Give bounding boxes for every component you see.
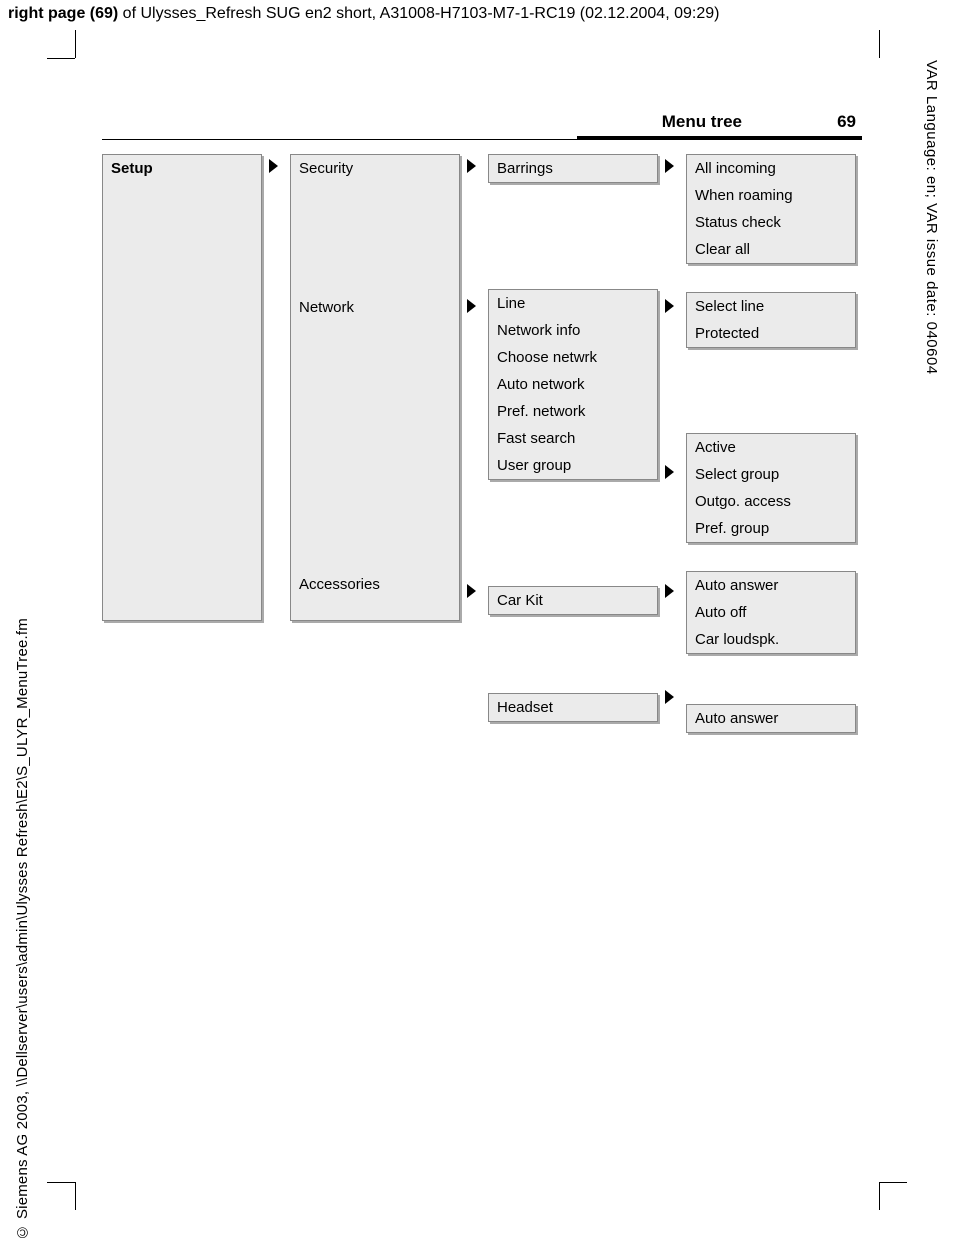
menu-item: Clear all [687,236,855,263]
menu-item: Pref. group [687,515,855,542]
menu-item: Choose netwrk [489,344,657,371]
tree-col-3: Barrings Line Network info Choose netwrk… [488,154,658,722]
page-content: Menu tree 69 Setup Security Network Acce… [102,100,862,154]
doc-header-rest: of Ulysses_Refresh SUG en2 short, A31008… [118,5,719,22]
box-level2: Security Network Accessories [290,154,460,621]
box-setup: Setup [102,154,262,621]
tree-col-4: All incoming When roaming Status check C… [686,154,856,733]
doc-header: right page (69) of Ulysses_Refresh SUG e… [8,5,719,23]
box-barrings: Barrings [488,154,658,183]
menu-item: User group [489,452,657,479]
menu-item: Line [489,290,657,317]
menu-item: When roaming [687,182,855,209]
box-network-options: Line Network info Choose netwrk Auto net… [488,289,658,480]
menu-item-setup: Setup [103,155,261,182]
arrow-icon [269,159,278,173]
menu-item: Status check [687,209,855,236]
menu-item: Pref. network [489,398,657,425]
arrow-icon [467,584,476,598]
box-line-options: Select line Protected [686,292,856,348]
doc-header-bold: right page (69) [8,5,118,22]
crop-mark [879,1182,880,1210]
menu-item-security: Security [291,155,459,182]
arrow-icon [665,299,674,313]
menu-item-accessories: Accessories [291,571,459,598]
menu-item-carkit: Car Kit [489,587,657,614]
menu-item: Auto network [489,371,657,398]
page-number: 69 [837,112,856,132]
box-usergroup-options: Active Select group Outgo. access Pref. … [686,433,856,543]
right-margin-text: VAR Language: en; VAR issue date: 040604 [923,60,940,375]
arrow-icon [665,584,674,598]
box-carkit: Car Kit [488,586,658,615]
menu-item-network: Network [291,294,459,321]
arrow-icon [467,299,476,313]
arrow-icon [467,159,476,173]
menu-item: Car loudspk. [687,626,855,653]
menu-item: Active [687,434,855,461]
crop-mark [75,30,76,58]
menu-item: Auto answer [687,705,855,732]
menu-item-headset: Headset [489,694,657,721]
header-rule-thick [577,136,862,140]
menu-item: Auto off [687,599,855,626]
crop-mark [47,1182,75,1183]
menu-item: Select group [687,461,855,488]
tree-col-1: Setup [102,154,262,621]
arrow-icon [665,465,674,479]
box-barrings-options: All incoming When roaming Status check C… [686,154,856,264]
menu-item: Select line [687,293,855,320]
menu-item: Protected [687,320,855,347]
crop-mark [879,30,880,58]
box-headset: Headset [488,693,658,722]
menu-item: All incoming [687,155,855,182]
menu-item: Outgo. access [687,488,855,515]
menu-item: Auto answer [687,572,855,599]
crop-mark [47,58,75,59]
menu-item-barrings: Barrings [489,155,657,182]
crop-mark [879,1182,907,1183]
arrow-icon [665,690,674,704]
arrow-icon [665,159,674,173]
box-headset-options: Auto answer [686,704,856,733]
crop-mark [75,1182,76,1210]
page-running-header: Menu tree 69 [102,100,862,140]
menu-item: Network info [489,317,657,344]
page-title: Menu tree [662,112,742,132]
tree-col-2: Security Network Accessories [290,154,460,621]
box-carkit-options: Auto answer Auto off Car loudspk. [686,571,856,654]
left-margin-text: © Siemens AG 2003, \\Dellserver\users\ad… [14,618,31,1241]
menu-item: Fast search [489,425,657,452]
